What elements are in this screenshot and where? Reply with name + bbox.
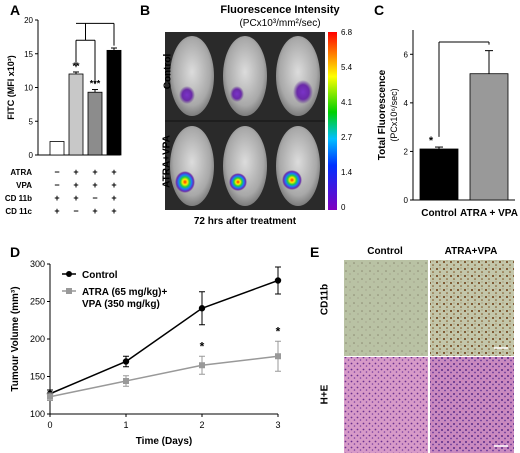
a-cond-2-3: + [111,193,116,203]
a-cond-1-1: + [73,180,78,190]
mouse-row-atra-vpa [170,126,320,206]
colorbar [328,32,337,210]
c-xtick-label-1: ATRA + VPA [460,208,518,219]
a-cond-label-3: CD 11c [5,207,32,216]
panel-letter-d: D [10,244,21,260]
a-ytick-label-1: 5 [29,117,34,126]
d-series-line-1 [49,355,279,398]
panel-b-imaging: Fluorescence Intensity (PCx10³/mm²/sec) [160,0,375,240]
a-ytick-label-4: 20 [24,16,33,25]
a-ytick-label-3: 15 [24,50,33,59]
a-cond-0-0: − [54,167,59,177]
col-label-atra-vpa: ATRA+VPA [444,246,498,257]
colorbar-tick-0: 6.8 [341,28,353,37]
colorbar-tick-5: 0 [341,203,346,212]
d-legend-marker-1 [66,288,72,294]
histology-grid [344,260,514,453]
d-legend-marker-0 [66,271,72,277]
d-ytick-label-3: 250 [30,297,45,307]
a-cond-1-3: + [111,180,116,190]
mouse-image-grid [165,32,325,210]
c-ytick-label-2: 4 [404,99,409,108]
panel-letter-c: C [374,2,385,18]
mouse-row-control [170,36,320,116]
panel-d-chart: 100 150 200 250 300 0 1 2 3 Time (Days) Tumour Vol… [10,259,282,447]
d-ytick-label-0: 100 [30,409,45,419]
panel-b-title: Fluorescence Intensity [220,4,340,16]
a-cond-3-0: + [54,206,59,216]
d-point-1-2 [199,362,205,369]
c-ytick-label-0: 0 [404,196,409,205]
a-cond-1-0: − [54,180,59,190]
d-point-1-1 [123,378,129,384]
d-series-line-0 [49,279,279,395]
c-bar-0 [419,148,459,201]
a-cond-3-2: + [92,206,97,216]
a-bar-3 [106,49,122,156]
panel-letter-e: E [310,244,320,260]
d-xtick-label-2: 2 [199,420,204,430]
a-cond-0-3: + [111,167,116,177]
d-x-axis-label: Time (Days) [136,436,193,447]
d-legend-label-0: Control [82,270,118,281]
d-y-axis-label: Tumour Volume (mm³) [10,286,21,391]
a-cond-0-1: + [73,167,78,177]
a-cond-3-1: − [73,206,78,216]
colorbar-tick-3: 2.7 [341,133,353,142]
a-ytick-label-0: 0 [29,151,34,160]
a-bar-2 [87,91,103,156]
d-sig-0: * [200,339,205,353]
d-point-1-3 [275,353,281,360]
d-sig-1: * [276,324,281,338]
a-bar-0 [49,141,65,156]
d-ytick-label-2: 200 [30,334,45,344]
row-label-cd11b: CD11b [319,283,331,316]
c-ytick-label-1: 2 [404,147,409,156]
a-cond-0-2: + [92,167,97,177]
colorbar-tick-2: 4.1 [341,98,353,107]
colorbar-tick-1: 5.4 [341,63,353,72]
d-point-0-2 [198,305,206,312]
a-cond-2-1: + [73,193,78,203]
d-legend-label-1b: VPA (350 mg/kg) [82,299,160,310]
colorbar-tick-4: 1.4 [341,168,353,177]
d-ytick-label-1: 150 [30,372,45,382]
a-cond-label-2: CD 11b [5,194,32,203]
d-legend-label-1a: ATRA (65 mg/kg)+ [82,287,167,298]
c-ytick-label-3: 6 [404,50,409,59]
d-point-0-3 [274,277,282,284]
c-sig-0: * [429,135,434,147]
a-cond-1-2: + [92,180,97,190]
a-cond-2-2: − [92,193,97,203]
a-cond-label-1: VPA [16,181,32,190]
row-label-control: Control [162,53,174,90]
a-y-axis-label: FITC (MFI x10³) [6,55,16,120]
a-cond-3-3: + [111,206,116,216]
row-label-atra-vpa: ATRA+VPA [161,135,173,188]
d-ytick-label-4: 300 [30,259,45,269]
panel-c-chart: 0 2 4 6 Total Fluorescence (PCx10⁶/sec) * Contr… [377,30,518,219]
panel-b-caption: 72 hrs after treatment [193,216,297,227]
d-xtick-label-1: 1 [123,420,128,430]
a-bar-1 [68,73,84,156]
c-y-axis-label: Total Fluorescence [377,69,388,160]
c-y-axis-label-unit: (PCx10⁶/sec) [389,88,399,141]
panel-letter-a: A [10,2,21,18]
row-label-he: H+E [319,384,331,405]
panel-letter-b: B [140,2,151,18]
c-bar-1 [469,73,509,201]
d-xtick-label-3: 3 [275,420,280,430]
d-xtick-label-0: 0 [47,420,52,430]
c-xtick-label-0: Control [421,208,457,219]
panel-b-unit: (PCx10³/mm²/sec) [239,18,321,29]
d-point-0-1 [122,358,130,365]
panel-e-histology: Control ATRA+VPA CD11b H+E [310,244,520,453]
a-cond-label-0: ATRA [10,168,32,177]
col-label-control: Control [367,246,403,257]
d-point-1-0 [47,393,53,400]
a-cond-2-0: + [54,193,59,203]
a-ytick-label-2: 10 [24,84,33,93]
